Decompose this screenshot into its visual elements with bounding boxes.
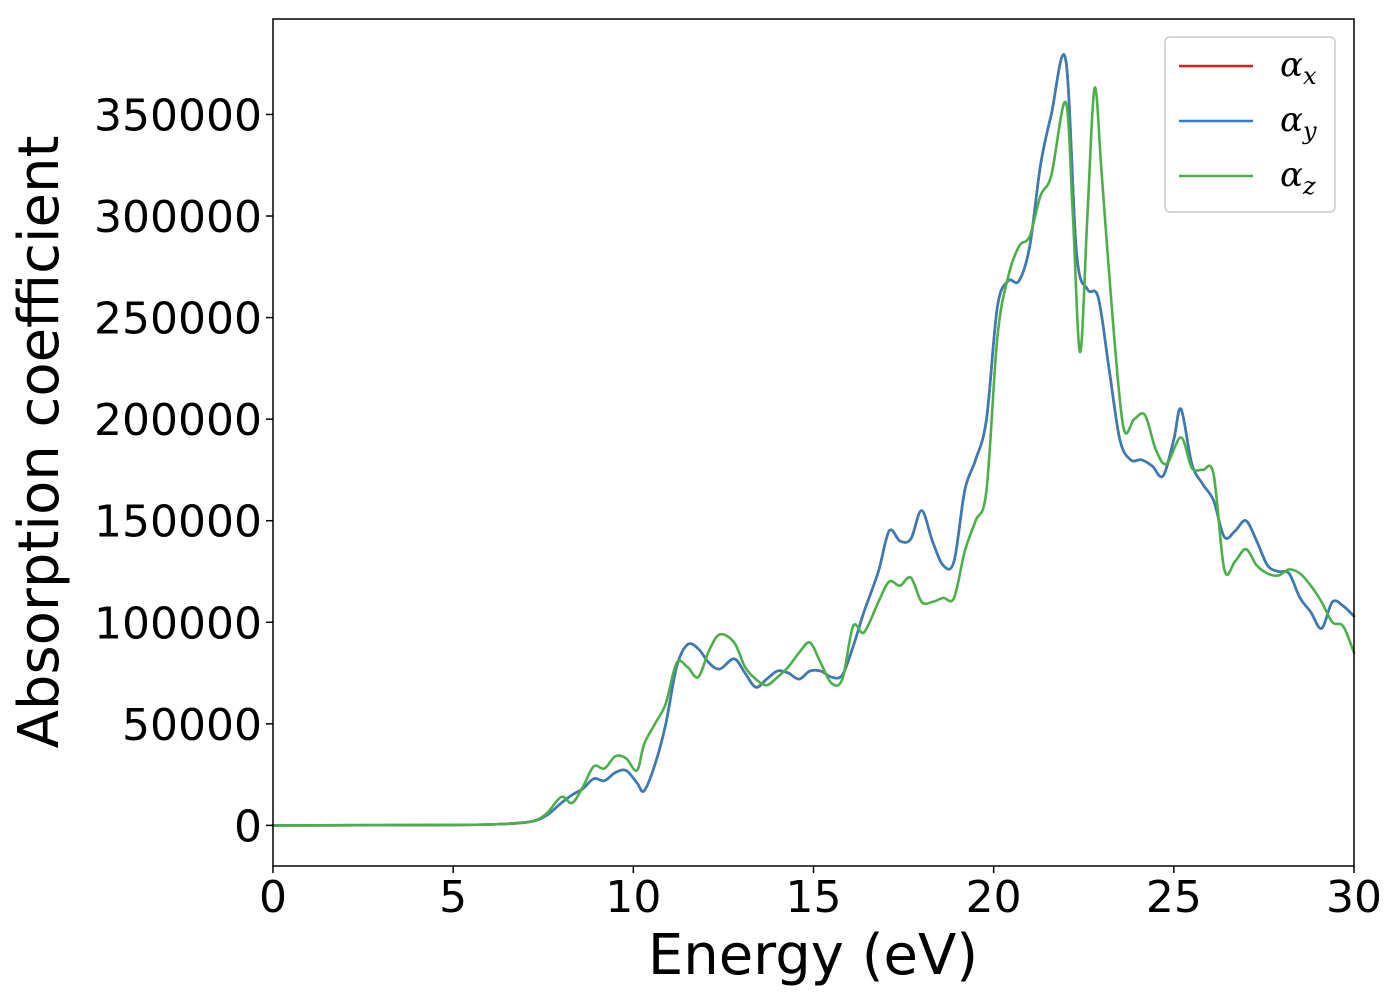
legend-label-alpha-z: αz: [1280, 155, 1316, 200]
y-tick-label: 50000: [122, 700, 262, 751]
y-tick-label: 100000: [94, 598, 262, 649]
y-tick-label: 200000: [94, 395, 262, 446]
legend-label-subscript: x: [1303, 62, 1317, 90]
y-tick-label: 300000: [94, 192, 262, 243]
y-tick-label: 350000: [94, 90, 262, 141]
x-tick-label: 15: [786, 872, 842, 923]
series-layer: [271, 53, 1356, 827]
legend-box: [1164, 36, 1336, 213]
x-axis-title: Energy (eV): [648, 923, 978, 988]
legend-label-subscript: y: [1302, 117, 1317, 145]
x-tick-label: 10: [605, 872, 661, 923]
x-tick-label: 25: [1146, 872, 1202, 923]
x-tick-label: 0: [259, 872, 287, 923]
y-axis-ticks: 0 50000 100000 150000 200000 250000 300000 3500…: [94, 90, 273, 852]
y-tick-label: 0: [234, 801, 262, 852]
legend-label-base: α: [1280, 45, 1303, 85]
legend-label-alpha-x: αx: [1280, 45, 1317, 90]
y-axis-title: Absorption coefficient: [7, 136, 72, 749]
x-axis-ticks: 0 5 10 15 20 25 30: [259, 866, 1382, 923]
series-line-alpha-z: [271, 86, 1356, 827]
legend-label-base: α: [1280, 100, 1303, 140]
x-tick-label: 30: [1326, 872, 1382, 923]
series-line-alpha-y: [271, 53, 1356, 827]
legend-label-alpha-y: αy: [1280, 100, 1317, 145]
y-tick-label: 250000: [94, 294, 262, 345]
x-tick-label: 20: [966, 872, 1022, 923]
legend-label-base: α: [1280, 155, 1303, 195]
legend-label-subscript: z: [1302, 172, 1316, 200]
x-tick-label: 5: [439, 872, 467, 923]
y-tick-label: 150000: [94, 497, 262, 548]
